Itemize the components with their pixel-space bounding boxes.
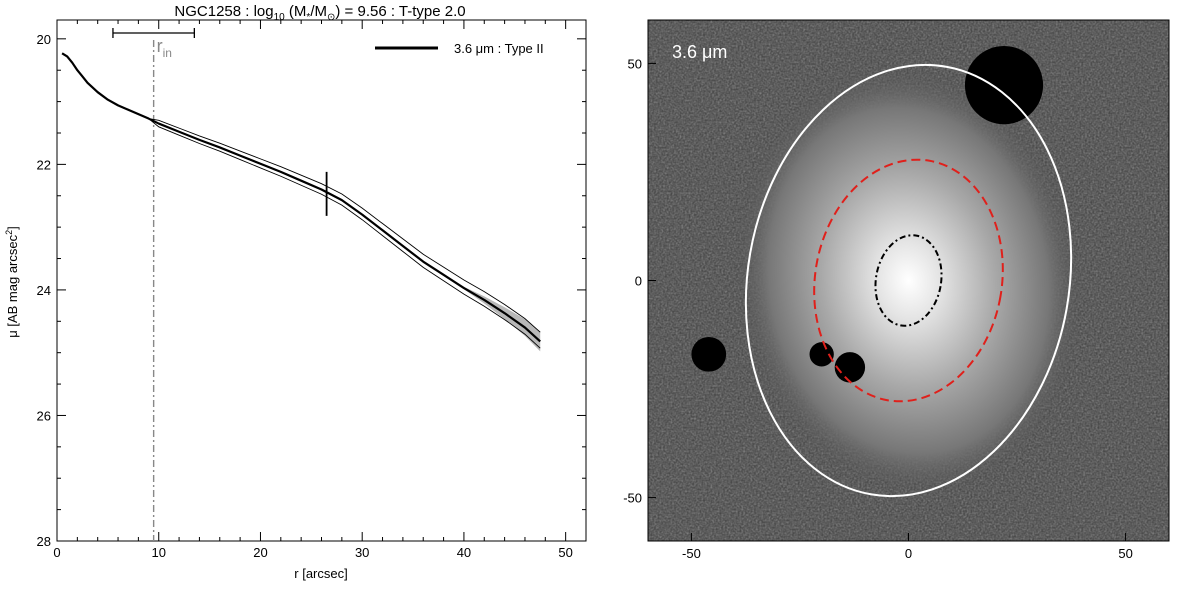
profile-line [61, 52, 541, 343]
x-tick-label: 20 [253, 545, 267, 560]
image-tick-labels: -50 0 50 50 0 -50 [623, 56, 1133, 561]
profile-legend: 3.6 μm : Type II [375, 41, 544, 56]
mask-blob [809, 342, 834, 367]
x-tick-label: 30 [355, 545, 369, 560]
mask-blob [964, 46, 1044, 125]
y-tick-label: 20 [37, 32, 51, 47]
profile-plot-area: rin [61, 28, 541, 541]
r-in-label: rin [157, 36, 172, 60]
y-tick-label: 28 [37, 534, 51, 549]
uncertainty-band [463, 286, 541, 352]
mask-blob [834, 352, 866, 383]
profile-panel: NGC1258 : log10 (M*/M⊙) = 9.56 : T-type … [4, 3, 587, 581]
profile-plot-frame [56, 19, 587, 542]
image-x-tick-label: 50 [1118, 546, 1132, 561]
y-tick-label: 26 [37, 408, 51, 423]
x-tick-label: 40 [457, 545, 471, 560]
profile-tick-labels: 0 10 20 30 40 50 20 22 24 26 28 [37, 32, 573, 560]
galaxy-image [648, 20, 1169, 541]
break-ellipse [813, 158, 1004, 403]
image-y-tick-label: -50 [623, 491, 642, 506]
profile-title: NGC1258 : log10 (M*/M⊙) = 9.56 : T-type … [174, 3, 465, 23]
image-panel: 3.6 μm -50 0 50 50 0 -50 [623, 19, 1170, 561]
x-tick-label: 10 [151, 545, 165, 560]
profile-x-axis-label: r [arcsec] [294, 566, 347, 581]
band-label: 3.6 μm [672, 42, 727, 62]
image-y-tick-label: 50 [628, 56, 642, 71]
x-tick-label: 0 [53, 545, 60, 560]
outer-fit-line [148, 118, 541, 349]
x-tick-label: 50 [558, 545, 572, 560]
image-overlays [691, 46, 1073, 498]
legend-label: 3.6 μm : Type II [454, 41, 544, 56]
image-x-tick-label: 0 [905, 546, 912, 561]
y-tick-label: 22 [37, 157, 51, 172]
outer-ellipse [744, 63, 1073, 498]
mask-blob [691, 336, 727, 372]
y-tick-label: 24 [37, 283, 51, 298]
profile-ticks [56, 20, 586, 542]
galaxy-glow [733, 64, 1084, 497]
r_in-ellipse [874, 234, 943, 327]
image-y-tick-label: 0 [635, 274, 642, 289]
image-x-tick-label: -50 [682, 546, 701, 561]
image-ticks [648, 62, 1127, 541]
profile-y-axis-label: μ [AB mag arcsec2] [4, 226, 20, 338]
inner-fit-line [148, 118, 541, 333]
